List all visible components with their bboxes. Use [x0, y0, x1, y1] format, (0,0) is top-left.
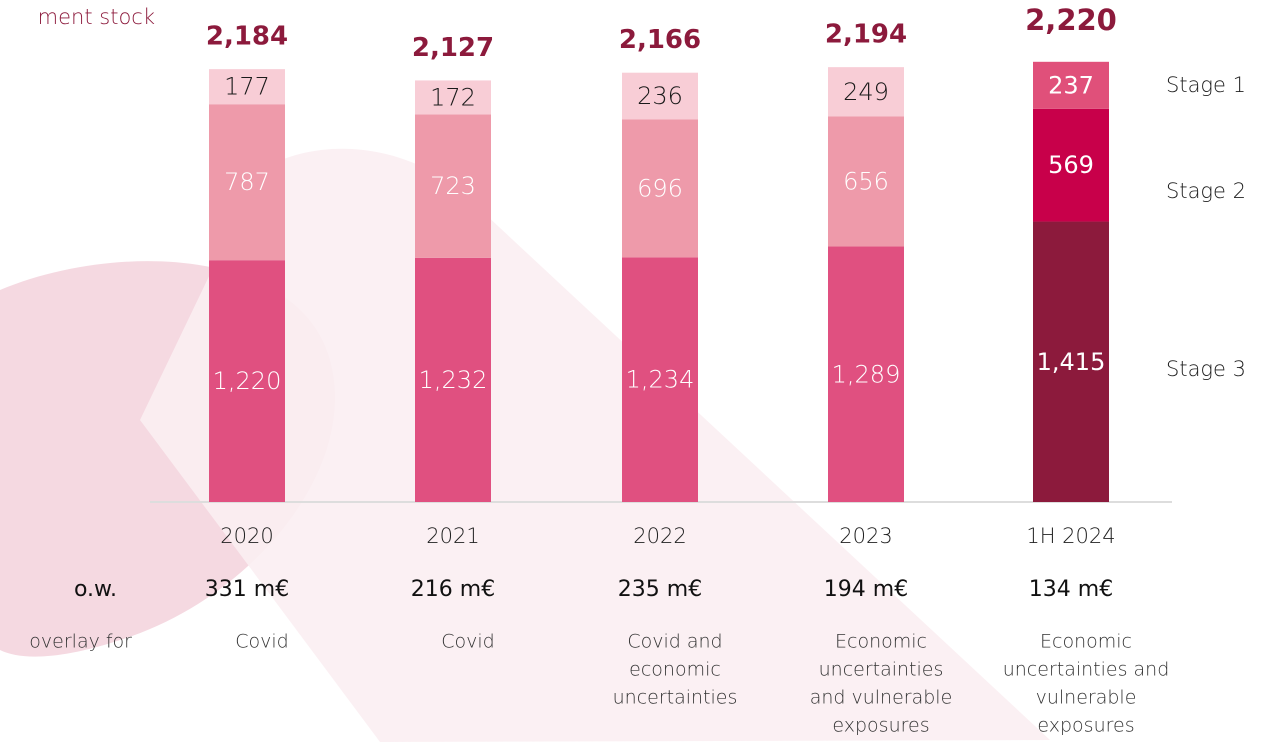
bar-segment [209, 69, 285, 105]
overlay-amount: 134 m€ [1029, 577, 1113, 602]
overlay-reason: Covid [235, 631, 288, 653]
bar-segment [209, 104, 285, 261]
overlay-amount: 216 m€ [411, 577, 495, 602]
ow-label: o.w. [74, 577, 117, 602]
legend-label: Stage 3 [1166, 357, 1246, 381]
segment-label: 249 [843, 78, 889, 106]
legend-label: Stage 2 [1166, 179, 1246, 203]
bar-segment [209, 260, 285, 502]
overlay-reason: Economic [835, 631, 927, 653]
overlay-reason: exposures [832, 715, 929, 737]
segment-label: 656 [843, 168, 889, 196]
overlay-reason: uncertainties [613, 687, 738, 709]
segment-label: 237 [1048, 71, 1094, 99]
segment-label: 1,232 [419, 366, 488, 394]
total-label: 2,166 [619, 25, 701, 55]
bar-segment [1033, 108, 1109, 222]
total-label: 2,184 [206, 22, 288, 52]
overlay-amount: 235 m€ [618, 577, 702, 602]
overlay-amount: 194 m€ [824, 577, 908, 602]
segment-label: 569 [1048, 151, 1094, 179]
segment-label: 1,220 [213, 367, 282, 395]
x-tick-label: 2023 [839, 524, 892, 548]
total-label: 2,194 [825, 20, 907, 50]
overlay-reason: uncertainties and [1003, 659, 1170, 681]
overlay-reason: and vulnerable [810, 687, 953, 709]
overlay-reason: Covid and [627, 631, 722, 653]
overlay-reason: economic [629, 659, 721, 681]
bar-segment [415, 114, 491, 258]
segment-label: 1,234 [626, 366, 695, 394]
total-label: 2,220 [1025, 3, 1117, 37]
bar-segment [828, 246, 904, 502]
x-tick-label: 1H 2024 [1026, 524, 1115, 548]
segment-label: 172 [430, 83, 476, 111]
overlay-reason: uncertainties [819, 659, 944, 681]
bar-segment [622, 72, 698, 120]
bar-segment [1033, 221, 1109, 502]
total-label: 2,127 [412, 33, 494, 63]
segment-label: 177 [224, 73, 270, 101]
bar-segment [1033, 61, 1109, 109]
x-tick-label: 2021 [426, 524, 479, 548]
overlay-reason: Covid [441, 631, 494, 653]
legend-label: Stage 1 [1166, 73, 1246, 97]
x-tick-label: 2022 [633, 524, 686, 548]
bar-segment [415, 257, 491, 502]
bar-segment [622, 119, 698, 258]
segment-label: 787 [224, 168, 270, 196]
overlay-reason: Economic [1040, 631, 1132, 653]
overlay-amount: 331 m€ [205, 577, 289, 602]
overlay-label: overlay for [29, 631, 132, 653]
segment-label: 696 [637, 174, 683, 202]
background-decoration [0, 148, 1172, 742]
overlay-reason: exposures [1037, 715, 1134, 737]
bar-segment [415, 80, 491, 115]
overlay-reason: vulnerable [1036, 687, 1137, 709]
title: ment stock [38, 5, 155, 29]
x-tick-label: 2020 [220, 524, 273, 548]
bar-segment [622, 257, 698, 502]
segment-label: 723 [430, 172, 476, 200]
bar-segment [828, 67, 904, 117]
segment-label: 1,415 [1037, 348, 1106, 376]
segment-label: 236 [637, 82, 683, 110]
segment-label: 1,289 [832, 360, 901, 388]
bar-segment [828, 116, 904, 247]
